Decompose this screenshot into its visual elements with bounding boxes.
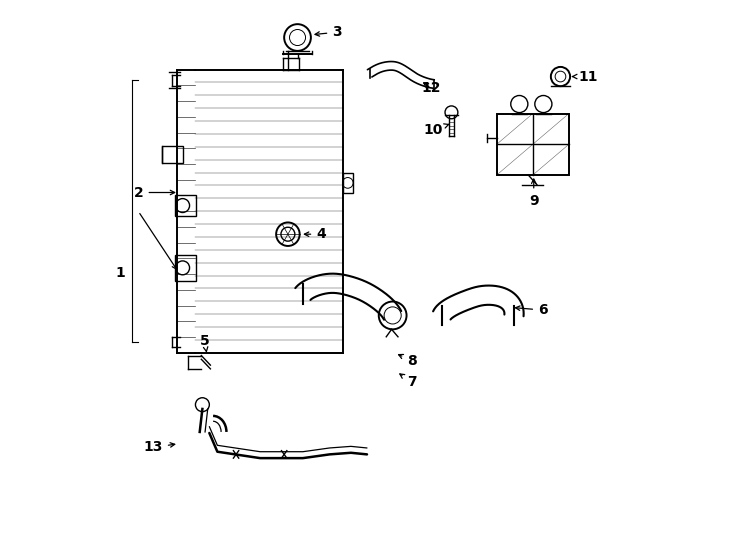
Text: 2: 2	[134, 186, 175, 199]
Text: 6: 6	[515, 303, 548, 317]
Text: 1: 1	[115, 266, 125, 280]
Text: 12: 12	[421, 82, 440, 95]
Text: 11: 11	[573, 70, 597, 84]
Text: 4: 4	[305, 227, 326, 241]
Bar	[175, 195, 196, 216]
Bar	[343, 173, 352, 192]
Text: 7: 7	[400, 374, 417, 389]
Bar	[162, 146, 183, 163]
Text: 8: 8	[399, 354, 417, 368]
Bar	[497, 114, 569, 175]
Bar	[175, 254, 196, 281]
Text: 13: 13	[143, 441, 175, 455]
Text: 3: 3	[315, 25, 342, 39]
Text: 10: 10	[424, 123, 448, 137]
Text: 9: 9	[529, 179, 539, 207]
Text: 5: 5	[200, 334, 209, 352]
